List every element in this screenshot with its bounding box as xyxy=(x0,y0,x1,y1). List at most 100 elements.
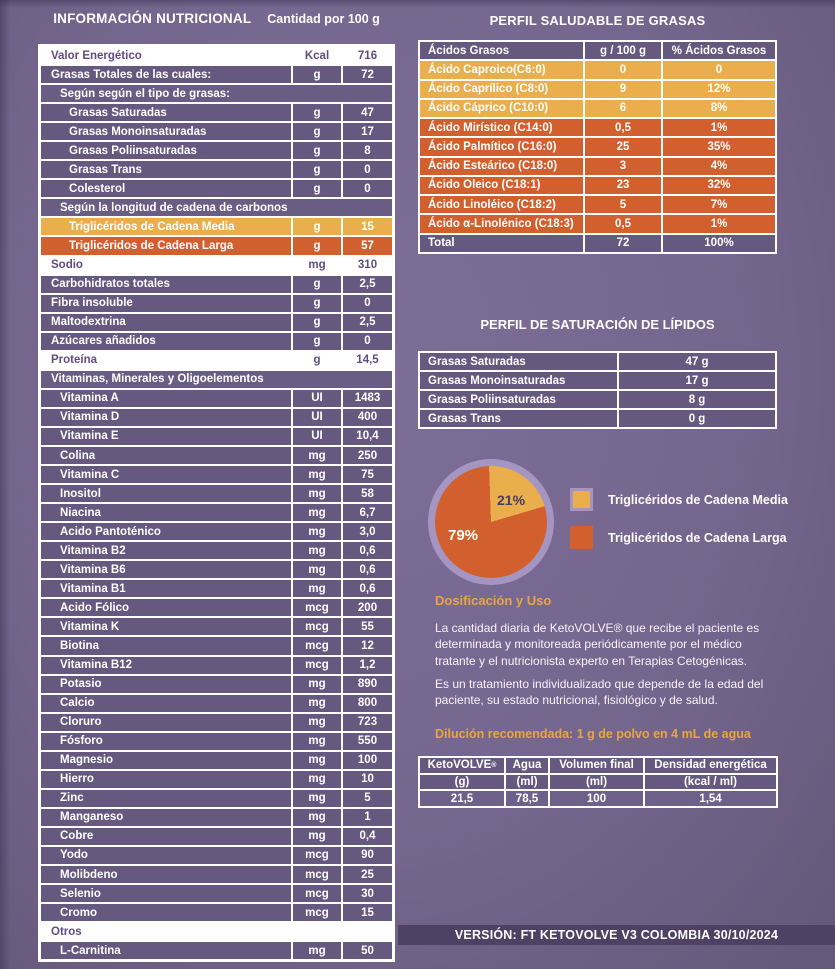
nutrient-unit: mcg xyxy=(291,637,341,655)
nutrition-row: Grasas Trans g 0 xyxy=(41,161,392,181)
nutrition-row: Colesterol g 0 xyxy=(41,180,392,200)
legend-item-media: Triglicéridos de Cadena Media xyxy=(570,488,788,511)
nutrient-unit: mg xyxy=(291,466,341,484)
nutrition-table: Valor Energético Kcal 716 Grasas Totales de… xyxy=(38,44,395,962)
nutrient-unit: g xyxy=(291,332,341,350)
nutrient-value: 310 xyxy=(341,256,392,274)
nutrient-label: Vitamina B2 xyxy=(60,544,126,557)
nutrient-unit: mcg xyxy=(291,885,341,903)
pie-chart-ring xyxy=(428,459,554,585)
nutrient-label: Sodio xyxy=(51,259,83,272)
nutrient-value: 1,2 xyxy=(341,656,392,674)
nutrient-unit: g xyxy=(291,313,341,331)
fat-profile-header-row: Ácidos Grasos g / 100 g% Ácidos Grasos xyxy=(420,42,775,62)
legend-label-larga: Triglicéridos de Cadena Larga xyxy=(608,530,787,545)
nutrient-unit: mg xyxy=(291,713,341,731)
nutrient-unit: g xyxy=(291,237,341,255)
nutrient-label: Otros xyxy=(51,925,82,938)
saturation-label: Grasas Poliinsaturadas xyxy=(428,393,556,406)
nutrient-unit: mg xyxy=(291,561,341,579)
fat-header-percent: % Ácidos Grasos xyxy=(661,42,775,60)
saturation-row: Grasas Monoinsaturadas 17 g xyxy=(420,372,775,391)
nutrition-row: Carbohidratos totales g 2,5 xyxy=(41,275,392,295)
fat-profile-row: Ácido Caproico(C6:0) 0 0 xyxy=(420,61,775,81)
nutrient-label: Colesterol xyxy=(69,182,126,195)
nutrient-label: Ácido Fólico xyxy=(60,601,129,614)
nutrient-unit: UI xyxy=(291,389,341,407)
nutrient-label: Grasas Totales de las cuales: xyxy=(51,68,212,81)
nutrition-row: Otros xyxy=(41,923,392,943)
nutrient-value: 3,0 xyxy=(341,523,392,541)
dilution-value-cell: 100 xyxy=(548,791,643,807)
nutrition-row: Valor Energético Kcal 716 xyxy=(41,47,392,67)
nutrient-label: Proteína xyxy=(51,354,98,367)
nutrient-value: 0 xyxy=(341,294,392,312)
dilution-value-cell: 78,5 xyxy=(504,791,548,807)
nutrient-unit: mcg xyxy=(291,866,341,884)
fatty-acid-percent: 12% xyxy=(661,80,775,98)
nutrient-value: 12 xyxy=(341,637,392,655)
nutrient-value: 5 xyxy=(341,789,392,807)
fat-profile-row: Ácido Linoléico (C18:2) 5 7% xyxy=(420,196,775,216)
pie-chart xyxy=(435,466,547,578)
nutrient-label: Fósforo xyxy=(60,735,103,748)
saturation-value: 47 g xyxy=(617,353,775,370)
nutrient-unit: mcg xyxy=(291,846,341,865)
fat-header-label: Ácidos Grasos xyxy=(428,44,510,57)
nutrient-value: 550 xyxy=(341,732,392,750)
fatty-acid-label: Ácido Mirístico (C14:0) xyxy=(428,121,553,134)
nutrient-unit: g xyxy=(291,218,341,236)
nutrient-unit: mg xyxy=(291,732,341,750)
legend-swatch-media xyxy=(570,488,593,511)
nutrient-unit: mg xyxy=(291,808,341,826)
nutrient-unit: g xyxy=(291,351,341,369)
nutrient-value: 800 xyxy=(341,694,392,712)
dilution-table: KetoVOLVE ® Agua Volumen final Densidad ener… xyxy=(418,756,778,808)
saturation-row: Grasas Trans 0 g xyxy=(420,410,775,427)
dilution-unit-cell: (ml) xyxy=(504,774,548,790)
nutrient-label: Zinc xyxy=(60,792,84,805)
nutrient-value: 10 xyxy=(341,770,392,788)
nutrition-row: Grasas Monoinsaturadas g 17 xyxy=(41,123,392,143)
nutrient-unit: mg xyxy=(291,770,341,788)
nutrient-label: Colina xyxy=(60,449,96,462)
nutrition-row: Sodio mg 310 xyxy=(41,256,392,276)
nutrition-row: Vitamina B1 mg 0,6 xyxy=(41,580,392,600)
nutrient-label: Valor Energético xyxy=(51,49,142,62)
nutrient-value: 90 xyxy=(341,846,392,865)
nutrient-label: Azúcares añadidos xyxy=(51,335,156,348)
nutrient-unit: g xyxy=(291,180,341,198)
saturation-label: Grasas Trans xyxy=(428,412,501,425)
nutrient-label: Grasas Poliinsaturadas xyxy=(69,144,197,157)
saturation-label: Grasas Saturadas xyxy=(428,355,526,368)
nutrition-row: Molibdeno mcg 25 xyxy=(41,866,392,886)
nutrient-value: 0 xyxy=(341,161,392,179)
nutrient-unit: mg xyxy=(291,256,341,274)
dilution-header-cell: Agua xyxy=(504,758,548,773)
nutrient-unit: mg xyxy=(291,446,341,465)
nutrient-label: Según la longitud de cadena de carbonos xyxy=(60,201,288,214)
fat-profile-title: PERFIL SALUDABLE DE GRASAS xyxy=(489,13,706,28)
dilution-header-row: KetoVOLVE ® Agua Volumen final Densidad ener… xyxy=(420,758,776,775)
fat-profile-row: Ácido Cáprico (C10:0) 6 8% xyxy=(420,99,775,120)
nutrition-row: Proteína g 14,5 xyxy=(41,351,392,371)
nutrient-value: 2,5 xyxy=(341,313,392,331)
nutrient-label: Calcio xyxy=(60,697,95,710)
footer-version-band: VERSIÓN: FT KETOVOLVE V3 COLOMBIA 30/10/… xyxy=(398,925,835,945)
nutrient-unit: mcg xyxy=(291,656,341,674)
nutrition-row: Maltodextrina g 2,5 xyxy=(41,313,392,333)
nutrition-row: Fibra insoluble g 0 xyxy=(41,294,392,314)
nutrition-row: Niacina mg 6,7 xyxy=(41,504,392,524)
nutrient-unit: mg xyxy=(291,694,341,712)
nutrient-value: 17 xyxy=(341,123,392,141)
legend-item-larga: Triglicéridos de Cadena Larga xyxy=(570,526,787,549)
nutrition-row: L-Carnitina mg 50 xyxy=(41,942,392,960)
fatty-acid-label: Ácido Linoléico (C18:2) xyxy=(428,198,556,211)
nutrition-row: Vitamina C mg 75 xyxy=(41,466,392,486)
nutrient-value: 0 xyxy=(341,180,392,198)
nutrition-row: Vitamina K mcg 55 xyxy=(41,618,392,638)
nutrient-unit: mcg xyxy=(291,904,341,922)
dilution-values-row: 21,5 78,5 100 1,54 xyxy=(420,791,776,807)
nutrient-label: Vitamina K xyxy=(60,620,120,633)
fatty-acid-label: Ácido Palmítico (C16:0) xyxy=(428,140,557,153)
